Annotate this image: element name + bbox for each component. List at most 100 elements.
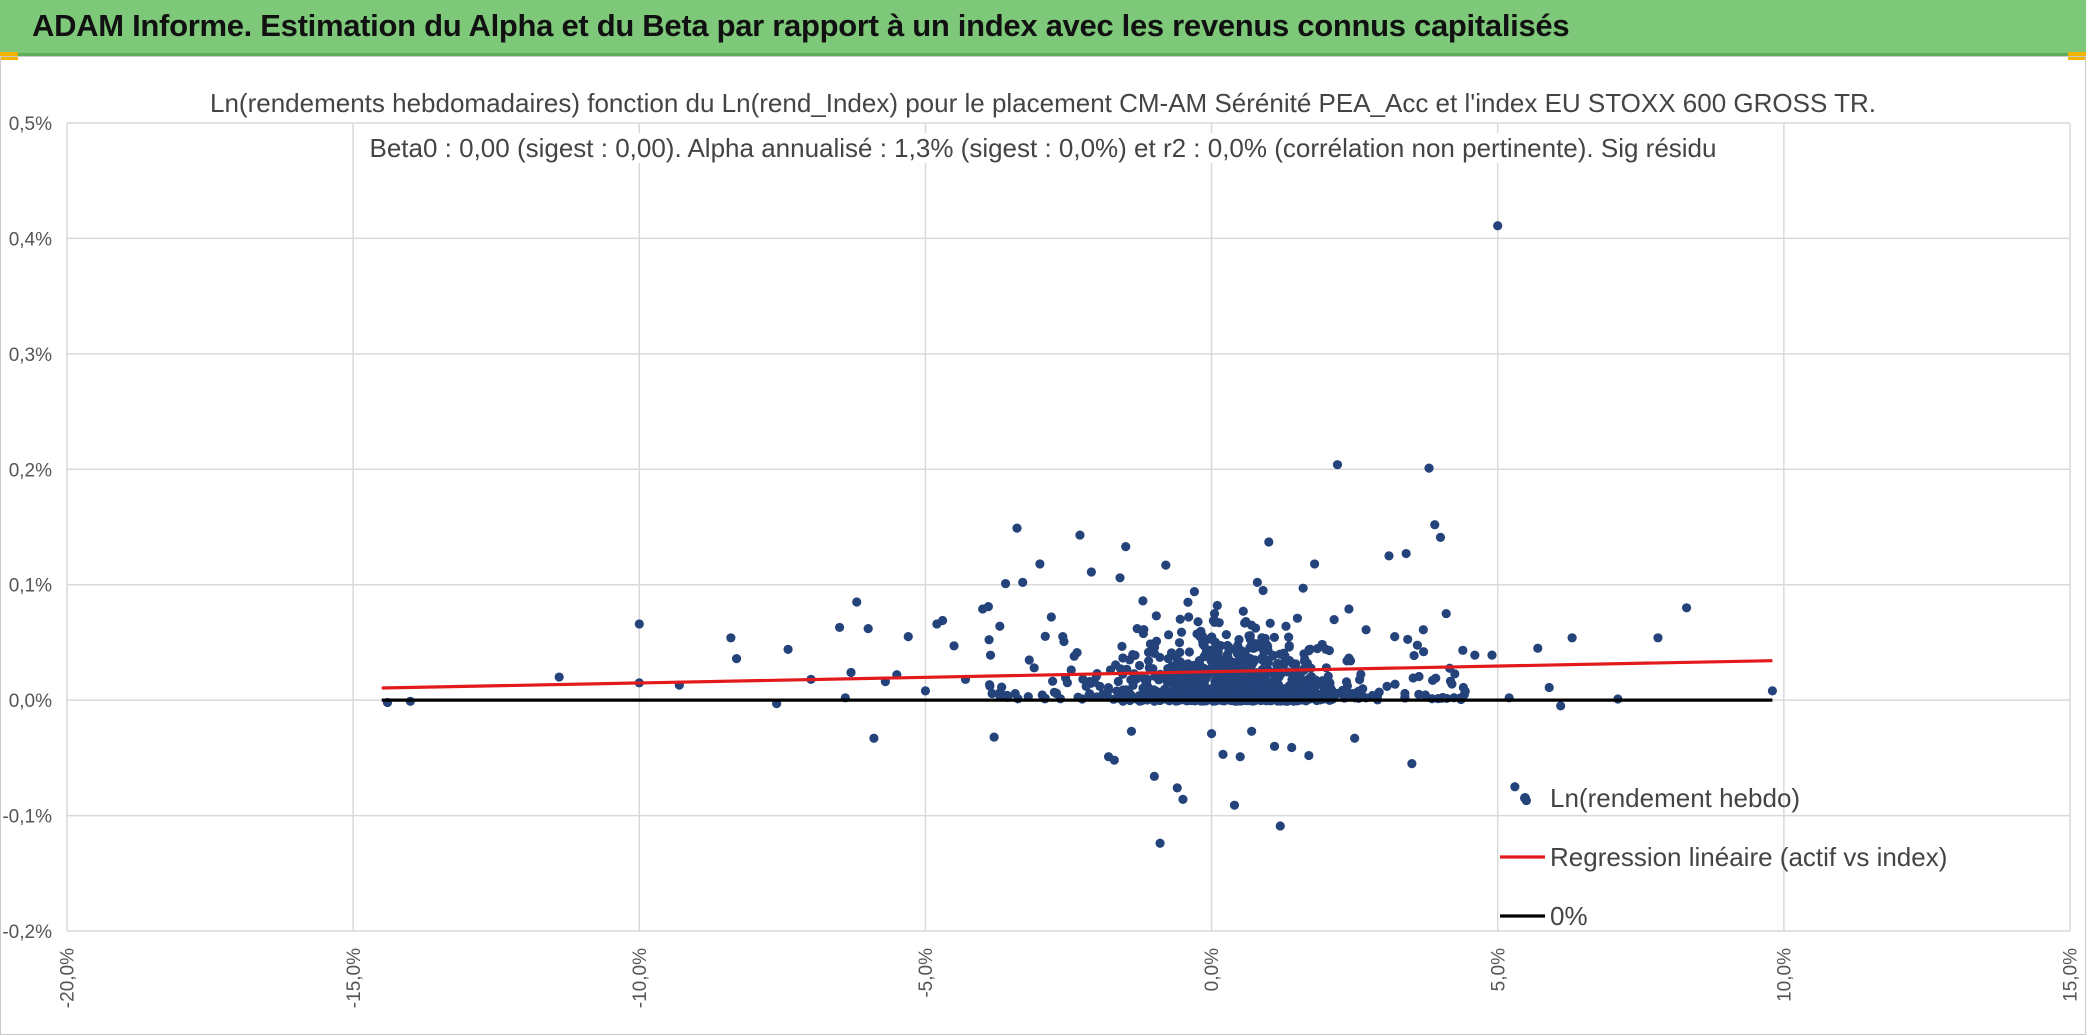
data-point: [1151, 611, 1161, 621]
data-point: [997, 682, 1007, 692]
data-point: [1458, 645, 1468, 655]
data-point: [1109, 755, 1119, 765]
data-point: [1235, 752, 1245, 762]
y-tick-label: 0,3%: [9, 345, 52, 366]
data-point: [1121, 685, 1131, 695]
data-point: [1268, 650, 1278, 660]
data-point: [1110, 660, 1121, 670]
data-point: [1124, 655, 1135, 665]
data-point: [1155, 838, 1165, 848]
data-point: [1204, 634, 1214, 644]
data-point: [1544, 682, 1554, 693]
data-point: [1161, 560, 1171, 570]
data-point: [1312, 643, 1322, 654]
data-point: [1382, 681, 1392, 691]
data-point: [1493, 221, 1503, 231]
data-point: [1347, 689, 1357, 699]
data-point: [1223, 652, 1233, 663]
data-point: [987, 688, 997, 699]
data-point: [1470, 650, 1480, 660]
x-tick-label: 10,0%: [1775, 948, 1796, 1002]
data-point: [1354, 689, 1364, 699]
data-point: [1302, 678, 1312, 688]
y-tick-label: 0,5%: [9, 114, 52, 135]
data-point: [1435, 532, 1446, 542]
data-point: [1298, 583, 1308, 593]
data-point: [1046, 612, 1056, 622]
data-point: [1072, 648, 1082, 658]
data-point: [1174, 638, 1185, 648]
data-point: [1287, 742, 1297, 753]
data-point: [1323, 671, 1333, 681]
data-point: [1332, 460, 1343, 470]
data-point: [1390, 632, 1400, 642]
data-point: [1556, 701, 1566, 711]
data-point: [1424, 463, 1434, 473]
data-point: [1412, 640, 1422, 650]
data-point: [1018, 577, 1028, 588]
data-point: [1121, 542, 1131, 552]
banner: ADAM Informe. Estimation du Alpha et du …: [0, 0, 2086, 56]
data-point: [1206, 729, 1217, 739]
data-point: [1183, 597, 1193, 607]
data-point: [1185, 676, 1195, 686]
data-point: [1403, 634, 1413, 645]
data-point: [1275, 821, 1285, 831]
data-point: [1329, 615, 1339, 625]
data-point: [1143, 647, 1154, 657]
legend-label: 0%: [1550, 901, 1588, 931]
data-point: [1284, 642, 1294, 652]
data-point: [1250, 623, 1261, 633]
data-point: [1178, 794, 1188, 805]
data-point: [1029, 663, 1039, 673]
legend: Ln(rendement hebdo) Regression linéaire (…: [1500, 783, 1947, 931]
data-point: [1441, 608, 1451, 619]
y-tick-label: -0,2%: [2, 922, 52, 943]
data-point: [949, 641, 959, 651]
data-point: [1138, 628, 1148, 639]
data-point: [846, 667, 856, 678]
data-point: [1163, 654, 1173, 664]
data-point: [1445, 676, 1456, 686]
data-point: [1533, 643, 1543, 653]
data-point: [1204, 648, 1214, 659]
data-point: [1145, 639, 1156, 649]
data-point: [1240, 618, 1250, 628]
data-point: [1221, 630, 1231, 640]
data-point: [1035, 559, 1045, 569]
data-point: [1138, 596, 1148, 606]
data-point: [1169, 662, 1179, 672]
data-point: [1144, 663, 1154, 673]
data-point: [1350, 733, 1360, 743]
data-point: [1269, 741, 1280, 751]
data-point: [1309, 559, 1320, 569]
data-point: [1244, 631, 1254, 641]
axes: -20,0% -15,0% -10,0% -5,0% 0,0% 5,0% 10,0% 15,0…: [2, 114, 2081, 1008]
data-point: [1140, 686, 1150, 696]
data-point: [1238, 606, 1248, 616]
data-point: [1233, 640, 1243, 651]
data-point: [1300, 654, 1310, 664]
data-point: [1259, 653, 1269, 663]
data-point: [1172, 783, 1182, 793]
data-point: [1165, 675, 1175, 685]
data-point: [1198, 639, 1208, 649]
data-point: [1218, 749, 1228, 759]
data-point: [1361, 625, 1371, 635]
data-point: [554, 672, 564, 682]
data-point: [1272, 660, 1282, 670]
data-point: [1356, 669, 1366, 679]
data-point: [1155, 652, 1165, 663]
data-point: [1126, 726, 1137, 736]
data-point: [920, 686, 931, 696]
data-point: [726, 633, 736, 643]
data-point: [1409, 650, 1419, 661]
data-point: [1113, 676, 1123, 687]
data-point: [1059, 636, 1069, 647]
data-point: [1218, 673, 1228, 684]
data-point: [1407, 759, 1417, 769]
data-point: [1115, 573, 1125, 583]
data-point: [783, 644, 793, 654]
data-point: [1193, 617, 1203, 627]
data-point: [1567, 633, 1577, 643]
